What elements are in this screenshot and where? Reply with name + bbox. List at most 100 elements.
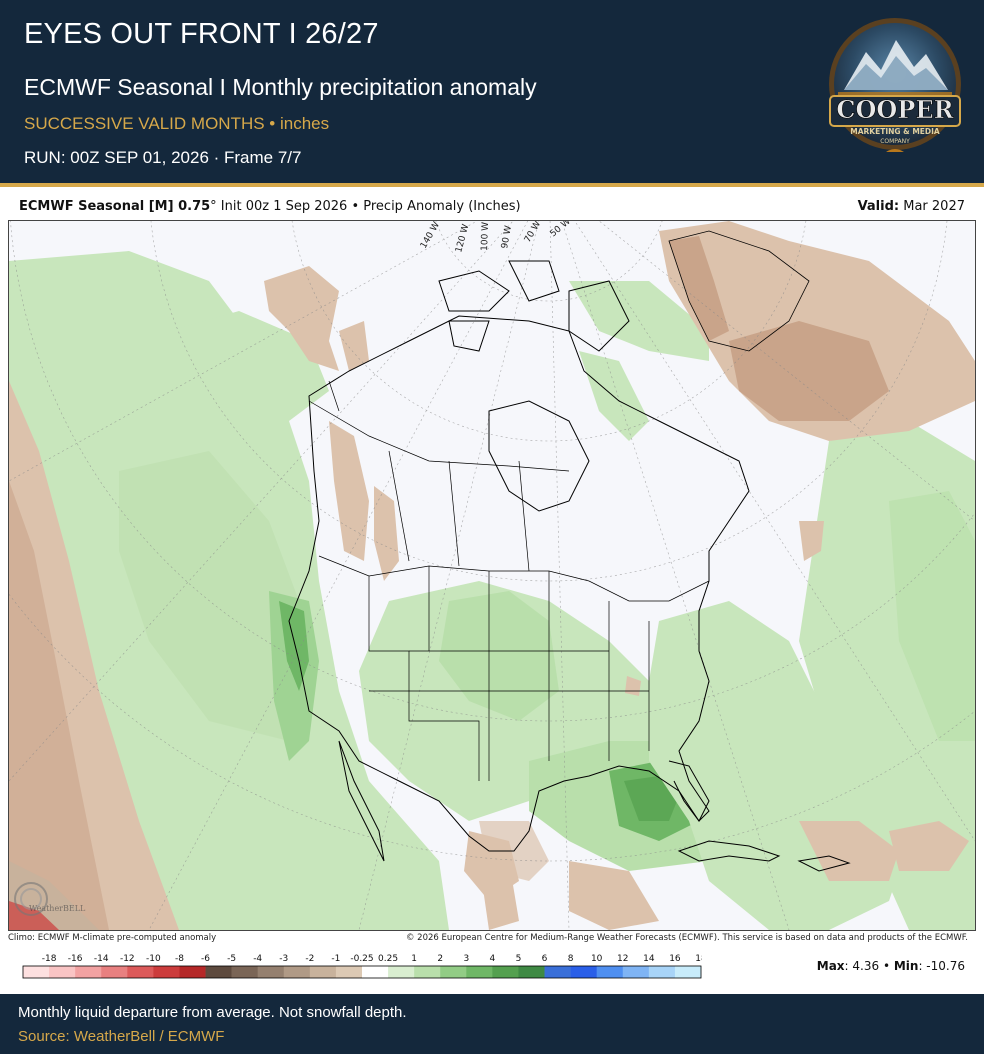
legend-tick-label: -0.25 bbox=[350, 954, 373, 964]
legend-swatch bbox=[596, 966, 624, 978]
legend-tick-label: 16 bbox=[669, 954, 681, 964]
legend-tick-label: -6 bbox=[201, 954, 210, 964]
coastlines bbox=[288, 230, 851, 872]
meridian-label-100w: 100 W bbox=[480, 222, 491, 251]
dry-area-west-pacific-2 bbox=[9, 481, 109, 930]
legend-tick-label: 4 bbox=[490, 954, 496, 964]
legend-tick-label: 5 bbox=[516, 954, 522, 964]
legend-tick-label: 12 bbox=[617, 954, 628, 964]
dry-area-caribbean-2 bbox=[889, 821, 969, 871]
legend-swatch bbox=[49, 966, 76, 978]
legend-tick-label: -14 bbox=[94, 954, 109, 964]
color-legend: -18 -16 -14 -12 -10 -8 -6 -5 -4 -3 -2 -1 -0.25 0.25 1 2… bbox=[22, 954, 702, 979]
legend-swatch bbox=[101, 966, 128, 978]
tagline: SUCCESSIVE VALID MONTHS • inches bbox=[24, 114, 330, 133]
dry-area-greenland-ridge bbox=[669, 236, 729, 341]
wet-area-east-atlantic-core bbox=[889, 491, 975, 741]
wet-area-alaska-gulf bbox=[169, 311, 329, 421]
wet-area-labrador bbox=[569, 281, 709, 361]
dry-area-mexico-2 bbox=[479, 861, 519, 930]
legend-swatch bbox=[362, 966, 389, 978]
valid-date: Valid: Mar 2027 bbox=[857, 199, 965, 214]
climo-credit: Climo: ECMWF M-climate pre-computed anom… bbox=[8, 933, 217, 943]
legend-tick-label: -8 bbox=[175, 954, 184, 964]
footer-source: Source: WeatherBell / ECMWF bbox=[18, 1028, 225, 1045]
wet-area-pacific-core bbox=[119, 451, 309, 741]
legend-swatch bbox=[23, 966, 50, 978]
legend-swatch bbox=[518, 966, 545, 978]
wet-area-baffin bbox=[579, 351, 649, 441]
legend-swatch bbox=[309, 966, 337, 978]
dry-area-caribbean bbox=[799, 821, 899, 881]
legend-tick-label: -5 bbox=[227, 954, 236, 964]
legend-swatch bbox=[231, 966, 258, 978]
logo-sub-text: MARKETING & MEDIA bbox=[850, 127, 940, 136]
legend-swatch bbox=[570, 966, 597, 978]
ecmwf-copyright: © 2026 European Centre for Medium-Range … bbox=[405, 933, 968, 943]
dry-area-alaska-east bbox=[339, 321, 369, 371]
legend-tick-label: 0.25 bbox=[378, 954, 398, 964]
legend-tick-label: 18 bbox=[695, 954, 702, 964]
dry-area-greenland-core bbox=[729, 321, 889, 421]
footer-banner: Monthly liquid departure from average. N… bbox=[0, 994, 984, 1054]
legend-swatch bbox=[648, 966, 676, 978]
legend-tick-label: 1 bbox=[411, 954, 417, 964]
legend-tick-label: 2 bbox=[437, 954, 443, 964]
legend-swatch bbox=[414, 966, 441, 978]
max-min-stats: Max: 4.36 • Min: -10.76 bbox=[816, 959, 965, 973]
dry-area-nova-scotia bbox=[799, 521, 824, 561]
legend-tick-label: -4 bbox=[253, 954, 262, 964]
legend-tick-label: -16 bbox=[68, 954, 83, 964]
legend-swatch bbox=[127, 966, 154, 978]
watermark-text: WeatherBELL bbox=[29, 904, 86, 913]
wet-area-plains bbox=[439, 591, 559, 721]
header-divider bbox=[0, 183, 984, 187]
dry-area-alaska bbox=[264, 266, 339, 371]
legend-swatch bbox=[622, 966, 650, 978]
legend-swatch bbox=[335, 966, 363, 978]
legend-tick-label: 10 bbox=[591, 954, 603, 964]
meridian-label-90w: 90 W bbox=[500, 225, 514, 250]
logo-main-text: COOPER bbox=[836, 95, 954, 124]
legend-swatch bbox=[257, 966, 285, 978]
wet-area-gulf-inner bbox=[624, 776, 679, 821]
wet-area-california-core bbox=[279, 601, 309, 691]
page-subtitle: ECMWF Seasonal I Monthly precipitation a… bbox=[24, 74, 537, 100]
legend-tick-label: 8 bbox=[568, 954, 574, 964]
legend-swatch bbox=[153, 966, 180, 978]
borders bbox=[308, 380, 710, 781]
legend-tick-label: -3 bbox=[279, 954, 288, 964]
run-info: RUN: 00Z SEP 01, 2026 · Frame 7/7 bbox=[24, 148, 302, 167]
precip-anomaly-map: 140 W 120 W 100 W 90 W 70 W 50 W bbox=[8, 220, 976, 931]
legend-tick-label: -10 bbox=[146, 954, 161, 964]
legend-swatch bbox=[205, 966, 232, 978]
legend-tick-label: -18 bbox=[42, 954, 57, 964]
header-banner: EYES OUT FRONT I 26/27 ECMWF Seasonal I … bbox=[0, 0, 984, 183]
dry-area-rockies bbox=[374, 486, 399, 581]
legend-border bbox=[22, 965, 702, 979]
legend-tick-label: 14 bbox=[643, 954, 655, 964]
legend-swatch bbox=[388, 966, 415, 978]
legend-swatch bbox=[674, 966, 702, 978]
legend-tick-label: 6 bbox=[542, 954, 548, 964]
page-title: EYES OUT FRONT I 26/27 bbox=[24, 18, 379, 50]
logo-sub-text-2: COMPANY bbox=[880, 138, 910, 145]
footer-note: Monthly liquid departure from average. N… bbox=[18, 1004, 407, 1021]
cooper-logo: COOPER MARKETING & MEDIA COMPANY bbox=[829, 18, 961, 152]
dry-area-bc-coast bbox=[329, 421, 369, 561]
map-title: ECMWF Seasonal [M] 0.75° Init 00z 1 Sep … bbox=[19, 199, 521, 214]
graticule bbox=[9, 221, 975, 930]
dry-area-south-atlantic bbox=[569, 861, 659, 930]
legend-tick-label: 3 bbox=[463, 954, 469, 964]
legend-tick-label: -2 bbox=[305, 954, 314, 964]
legend-swatch bbox=[492, 966, 519, 978]
legend-swatch bbox=[466, 966, 493, 978]
legend-swatch bbox=[440, 966, 467, 978]
legend-swatch bbox=[283, 966, 311, 978]
weatherbell-watermark: WeatherBELL bbox=[14, 882, 86, 916]
legend-tick-label: -12 bbox=[120, 954, 135, 964]
legend-tick-label: -1 bbox=[331, 954, 340, 964]
legend-swatch bbox=[179, 966, 206, 978]
legend-swatch bbox=[75, 966, 102, 978]
legend-swatch bbox=[544, 966, 571, 978]
